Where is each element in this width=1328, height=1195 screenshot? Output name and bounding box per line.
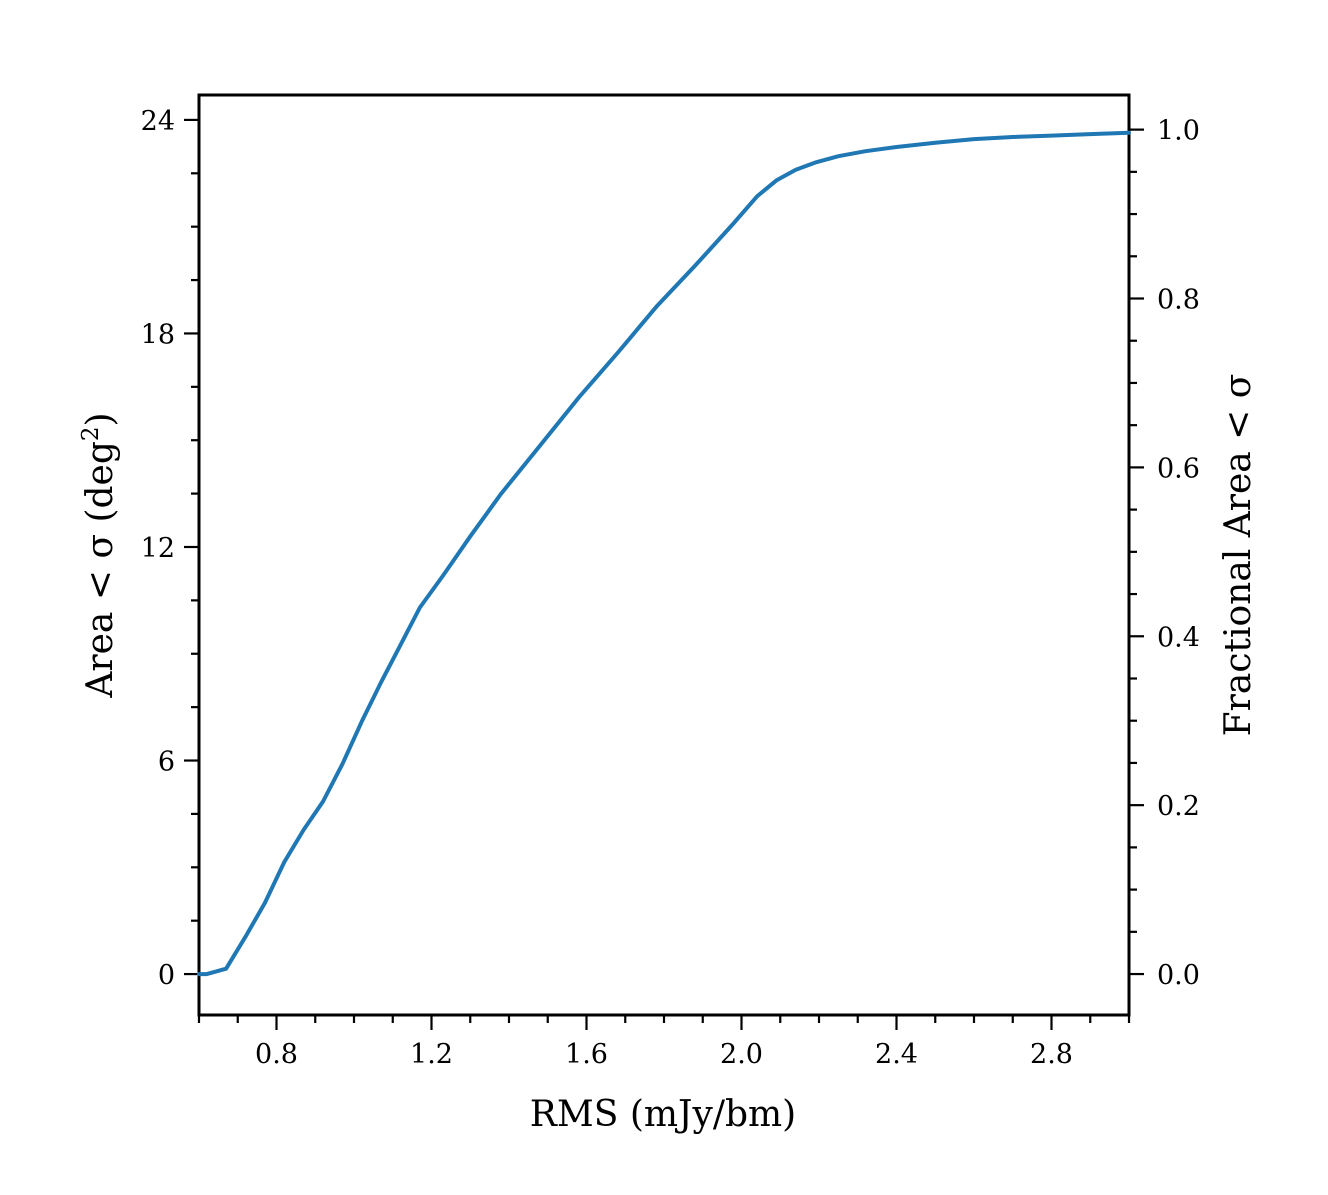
- y-right-tick-label: 1.0: [1157, 116, 1200, 147]
- x-tick-label: 1.6: [565, 1039, 608, 1070]
- x-tick-label: 2.8: [1030, 1039, 1073, 1070]
- y-right-tick-label: 0.4: [1157, 622, 1200, 653]
- y-left-tick-label: 0: [158, 960, 175, 991]
- y-left-tick-label: 24: [141, 106, 175, 137]
- plot-frame: [197, 93, 1131, 1017]
- y-left-axis-label: Area < σ (deg2): [78, 412, 121, 698]
- y-right-tick-label: 0.8: [1157, 285, 1200, 316]
- x-tick-label: 2.0: [720, 1039, 763, 1070]
- y-left-tick-label: 6: [158, 747, 175, 778]
- x-tick-label: 2.4: [875, 1039, 918, 1070]
- x-tick-label: 0.8: [255, 1039, 298, 1070]
- y-right-axis-ticks: 0.0 0.2 0.4 0.6 0.8 1.0: [1129, 116, 1200, 991]
- y-right-tick-label: 0.2: [1157, 791, 1200, 822]
- x-axis-ticks: 0.8 1.2 1.6 2.0 2.4 2.8: [197, 1015, 1131, 1070]
- y-right-axis-label: Fractional Area < σ: [1218, 374, 1259, 737]
- y-left-axis-ticks: 0 6 12 18 24: [141, 106, 199, 991]
- x-axis-label: RMS (mJy/bm): [530, 1094, 796, 1135]
- x-tick-label: 1.2: [410, 1039, 453, 1070]
- series-line: [197, 130, 1131, 977]
- y-right-tick-label: 0.6: [1157, 453, 1200, 484]
- y-left-tick-label: 12: [141, 533, 175, 564]
- y-left-tick-label: 18: [141, 319, 175, 350]
- y-right-tick-label: 0.0: [1157, 960, 1200, 991]
